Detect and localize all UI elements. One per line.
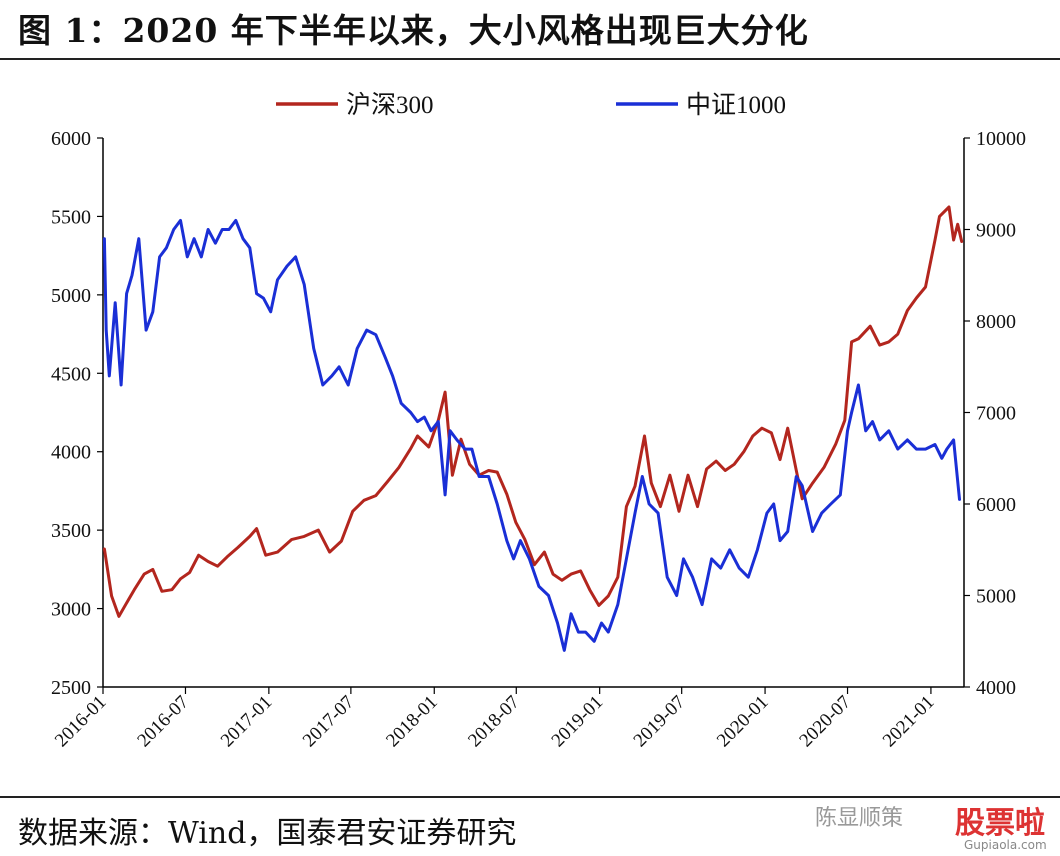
plot-area: 2500 3000 3500 4000 4500 5000 5500 6000 4000 5000… (51, 128, 1026, 751)
x-tick-label: 2016-07 (133, 692, 193, 752)
chart-title: 图 1：2020 年下半年以来，大小风格出现巨大分化 (18, 11, 809, 50)
x-tick-label: 2020-01 (713, 692, 773, 752)
legend-label: 中证1000 (686, 91, 786, 119)
y-left-tick-label: 4500 (51, 363, 91, 385)
x-tick-label: 2018-01 (382, 692, 442, 752)
legend-label: 沪深300 (346, 91, 434, 119)
y-right-tick-label: 10000 (976, 128, 1026, 150)
y-left-tick-label: 5500 (51, 206, 91, 228)
x-tick-label: 2017-01 (217, 692, 277, 752)
y-left-tick-label: 4000 (51, 442, 91, 464)
legend: 沪深300 中证1000 (276, 91, 786, 119)
x-tick-label: 2021-01 (879, 692, 939, 752)
y-left-tick-label: 6000 (51, 128, 91, 150)
source-rule (0, 796, 1060, 798)
chart-canvas: 沪深300 中证1000 2500 3000 3500 4000 4500 5000 5500… (51, 91, 1026, 751)
y-right-tick-label: 7000 (976, 403, 1016, 425)
y-right-tick-label: 5000 (976, 586, 1016, 608)
y-right-tick-label: 4000 (976, 677, 1016, 699)
y-left-tick-label: 2500 (51, 677, 91, 699)
x-tick-label: 2018-07 (464, 692, 524, 752)
y-right-tick-label: 6000 (976, 494, 1016, 516)
x-tick-label: 2019-07 (630, 692, 690, 752)
watermark-url: Gupiaola.com (964, 838, 1047, 852)
x-tick-label: 2019-01 (548, 692, 608, 752)
series-line-hs300 (102, 205, 964, 618)
watermark-account: 陈显顺策 (815, 806, 904, 831)
y-right-tick-label: 9000 (976, 220, 1016, 242)
watermark-logo: 股票啦 (955, 806, 1045, 841)
series-line-csi1000 (102, 218, 961, 652)
y-left-tick-label: 5000 (51, 285, 91, 307)
data-source-note: 数据来源：Wind，国泰君安证券研究 (18, 816, 517, 851)
y-right-tick-label: 8000 (976, 311, 1016, 333)
title-rule (0, 58, 1060, 60)
x-tick-label: 2016-01 (51, 692, 111, 752)
y-left-tick-label: 3000 (51, 599, 91, 621)
x-tick-label: 2020-07 (795, 692, 855, 752)
y-left-tick-label: 3500 (51, 520, 91, 542)
x-tick-label: 2017-07 (299, 692, 359, 752)
